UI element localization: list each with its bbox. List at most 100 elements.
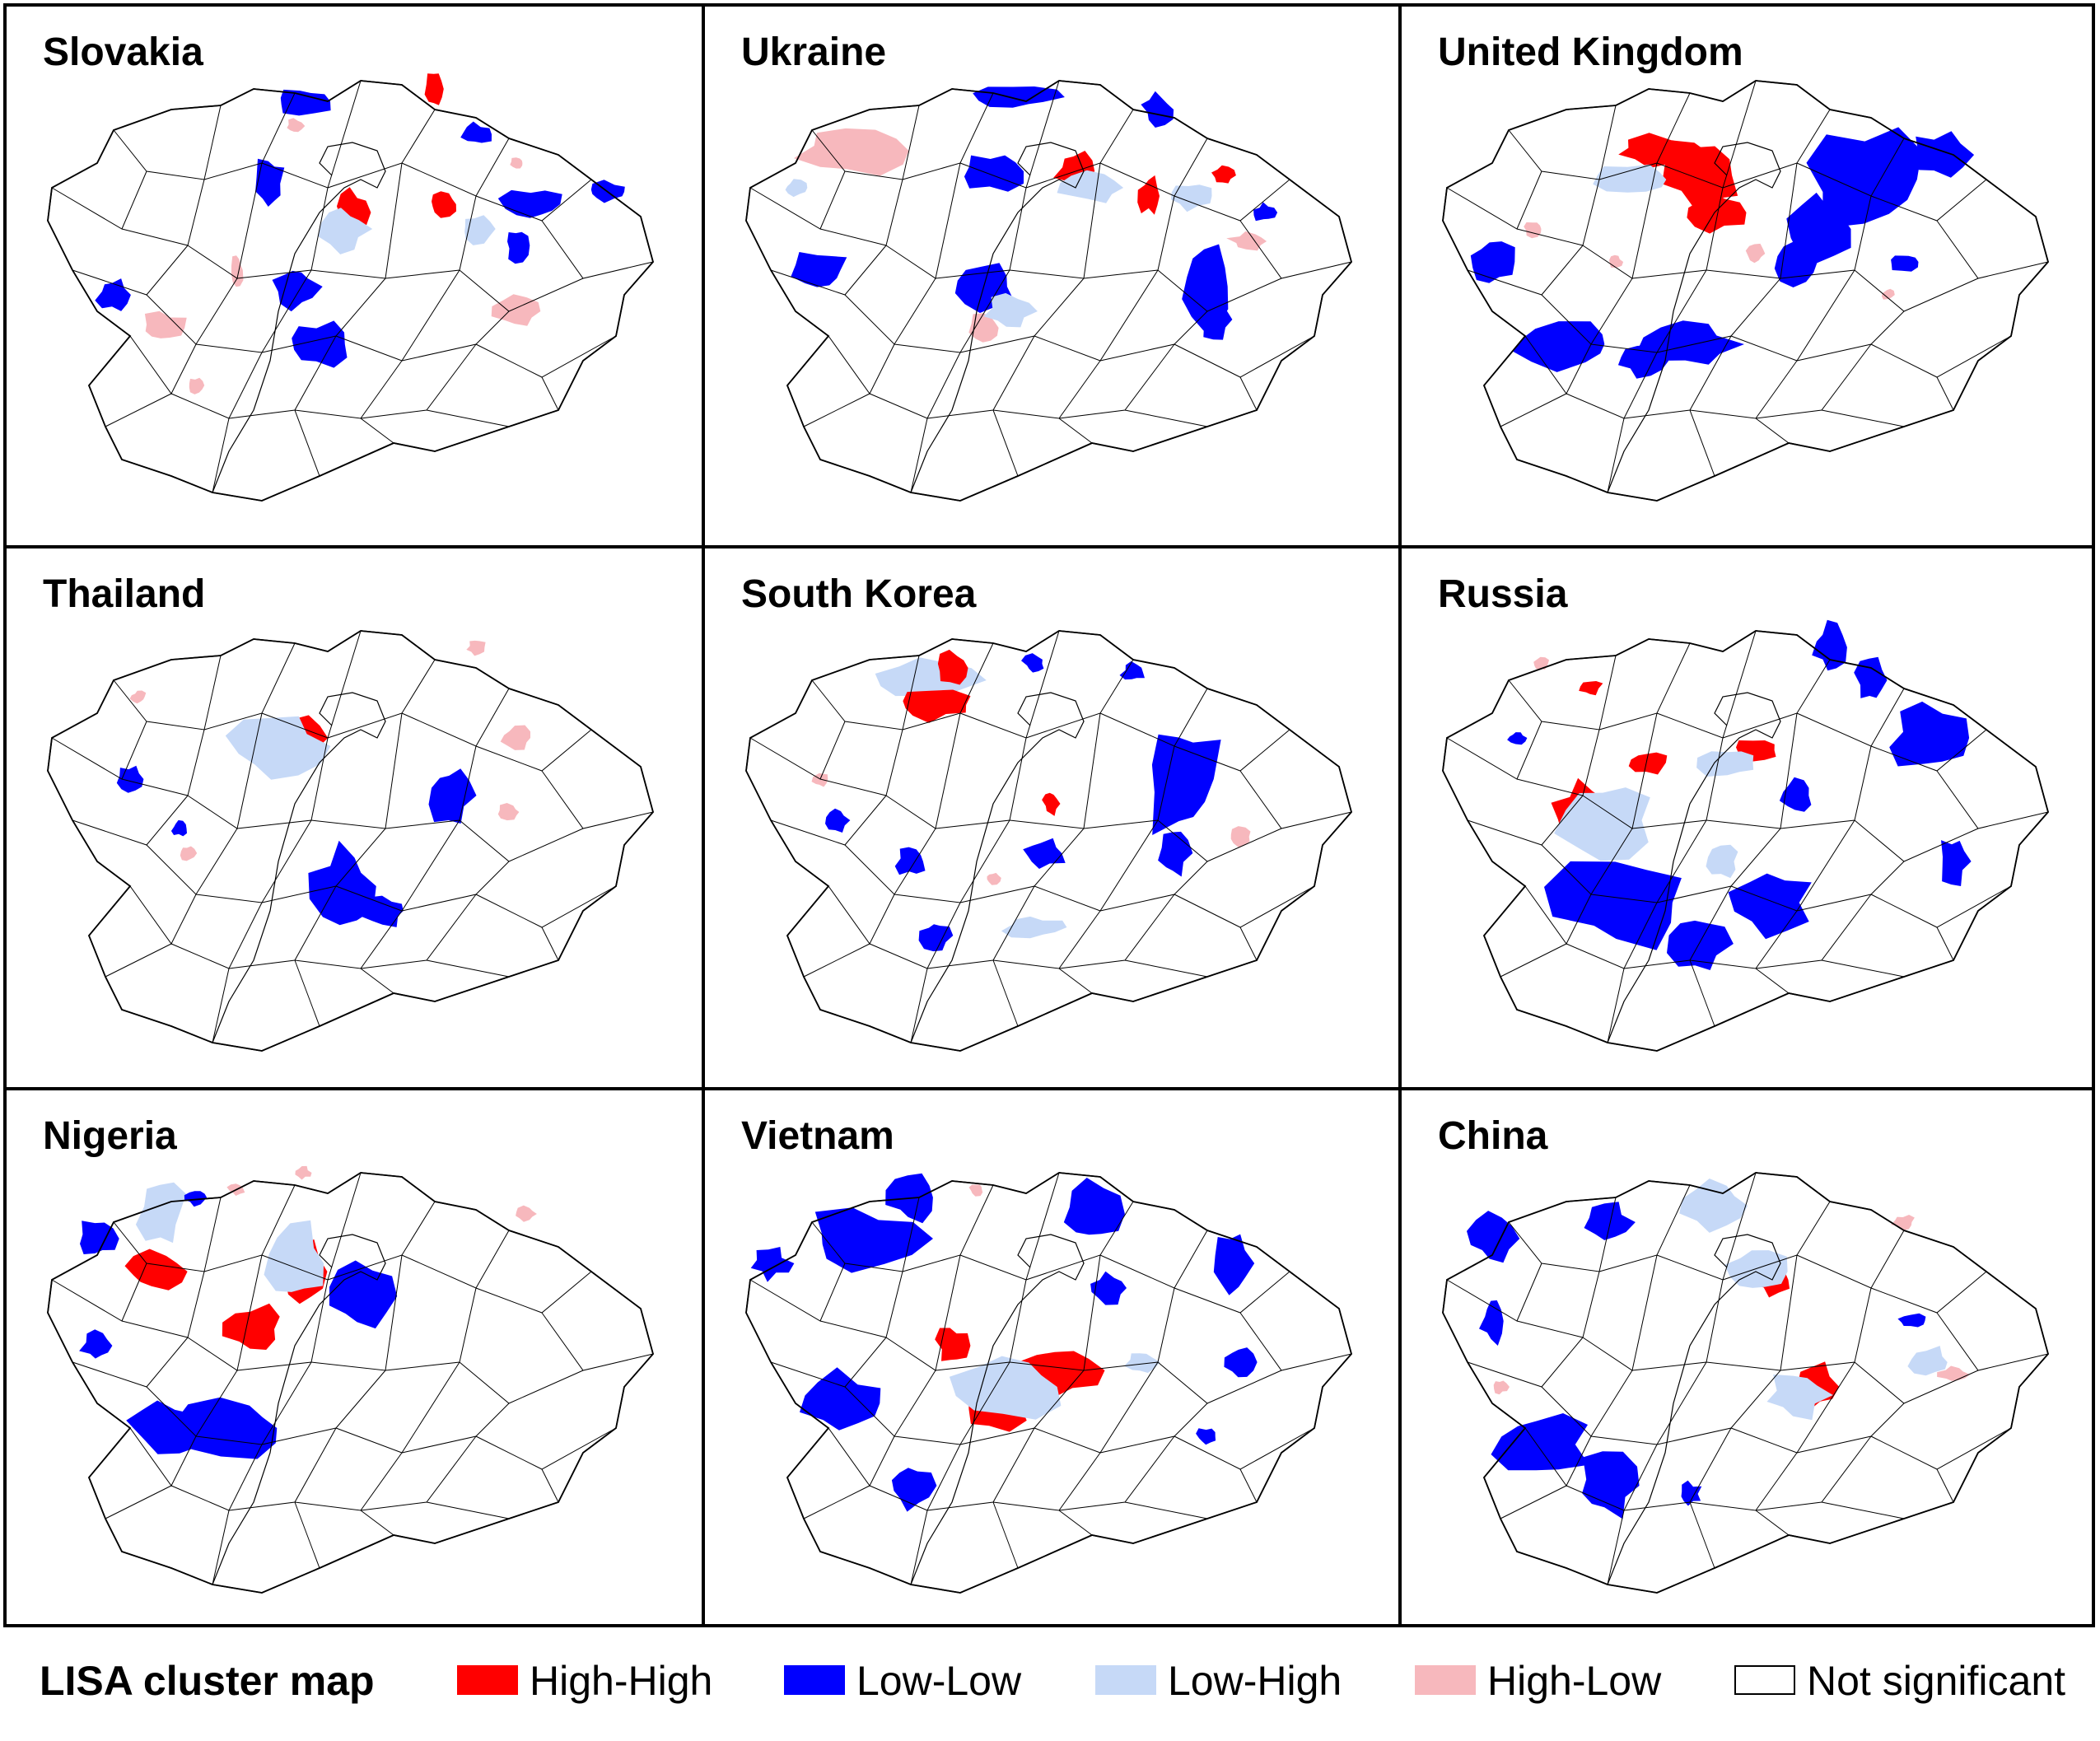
cluster-low-high xyxy=(464,215,496,245)
cluster-low-high xyxy=(225,716,331,780)
district-boundary xyxy=(1124,409,1208,427)
district-boundary xyxy=(803,393,870,427)
legend-label: High-Low xyxy=(1487,1658,1662,1704)
cluster-low-low xyxy=(1779,777,1812,812)
river-line xyxy=(1607,1234,1781,1585)
not-significant-swatch xyxy=(1734,1665,1795,1695)
cluster-low-high xyxy=(317,208,373,254)
cluster-low-low xyxy=(1491,1413,1589,1471)
cluster-high-low xyxy=(1609,254,1624,268)
district-boundary xyxy=(803,1485,870,1519)
cluster-low-high xyxy=(1907,1346,1948,1376)
cluster-low-low xyxy=(1636,320,1744,365)
city-border xyxy=(47,80,654,502)
cluster-high-low xyxy=(189,377,205,394)
cluster-low-low xyxy=(918,924,954,952)
cluster-low-high xyxy=(949,1356,1062,1420)
district-boundary xyxy=(1607,418,1625,493)
cluster-low-low xyxy=(1512,321,1605,372)
cluster-high-low xyxy=(1493,1380,1510,1395)
district-boundary xyxy=(1508,105,1617,180)
district-boundary xyxy=(113,655,222,730)
cluster-low-low xyxy=(460,121,492,143)
cluster-high-high xyxy=(424,73,444,105)
cluster-low-low xyxy=(116,765,144,793)
district-boundary xyxy=(1755,1510,1790,1536)
cluster-low-low xyxy=(272,270,323,312)
district-boundary xyxy=(294,1501,320,1569)
cluster-low-low xyxy=(1507,732,1528,745)
district-boundary xyxy=(992,959,1019,1027)
district-map xyxy=(1442,1172,2049,1594)
district-boundary xyxy=(1058,968,1093,994)
district-boundary xyxy=(105,1485,172,1519)
city-border xyxy=(47,1172,654,1594)
cluster-high-high xyxy=(1137,175,1160,215)
cluster-high-low xyxy=(1745,243,1766,264)
cluster-low-low xyxy=(1470,241,1515,283)
district-boundary xyxy=(1755,968,1790,994)
cluster-low-low xyxy=(497,189,562,218)
district-boundary xyxy=(541,1468,559,1503)
panel-title: Ukraine xyxy=(741,30,887,74)
legend: LISA cluster map High-High Low-Low Low-H… xyxy=(0,1639,2100,1729)
cluster-low-low xyxy=(1667,920,1734,970)
cluster-high-low xyxy=(1891,1215,1915,1231)
district-boundary xyxy=(910,968,928,1043)
district-boundary xyxy=(426,1501,510,1519)
cluster-low-high xyxy=(785,179,808,198)
cluster-high-low xyxy=(1882,288,1895,300)
legend-label: Low-High xyxy=(1168,1658,1342,1704)
cluster-high-high xyxy=(1687,189,1747,234)
panel-russia: Russia xyxy=(1400,547,2093,1089)
city-outline xyxy=(47,1172,654,1594)
district-boundary xyxy=(113,1197,222,1272)
legend-title: LISA cluster map xyxy=(40,1658,375,1704)
district-boundary xyxy=(1607,1510,1625,1585)
panel-title: China xyxy=(1438,1114,1548,1158)
cluster-low-low xyxy=(894,847,926,875)
cluster-high-low xyxy=(497,803,520,821)
district-map xyxy=(745,630,1352,1052)
cluster-low-low xyxy=(1196,1428,1216,1445)
district-boundary xyxy=(1689,959,1715,1027)
cluster-low-low xyxy=(359,895,404,927)
cluster-low-low xyxy=(1467,1211,1520,1263)
district-boundary xyxy=(105,393,172,427)
panel-ukraine: Ukraine xyxy=(703,5,1400,547)
river-line xyxy=(212,142,386,493)
city-outline xyxy=(1442,1172,2049,1594)
district-boundary xyxy=(360,968,394,994)
cluster-low-low xyxy=(1119,660,1145,680)
district-boundary xyxy=(1500,943,1567,978)
cluster-low-low xyxy=(750,1247,795,1282)
high-high-swatch xyxy=(457,1665,518,1695)
district-boundary xyxy=(1508,1197,1617,1272)
panel-thailand: Thailand xyxy=(5,547,703,1089)
district-map xyxy=(745,1172,1352,1594)
cluster-low-high xyxy=(1124,1353,1160,1373)
river-line xyxy=(910,142,1085,493)
cluster-high-high xyxy=(1662,146,1738,207)
river-line xyxy=(910,692,1085,1043)
cluster-low-low xyxy=(1889,701,1970,767)
high-low-swatch xyxy=(1415,1665,1476,1695)
district-boundary xyxy=(992,409,1019,477)
panel-nigeria: Nigeria xyxy=(5,1089,703,1626)
cluster-low-low xyxy=(1681,1480,1702,1506)
city-border xyxy=(745,80,1352,502)
cluster-low-high xyxy=(1001,916,1067,939)
cluster-high-low xyxy=(987,872,1001,885)
cluster-low-high xyxy=(135,1182,187,1244)
cluster-low-low xyxy=(329,1260,398,1329)
district-boundary xyxy=(1821,409,1905,427)
cluster-low-low xyxy=(79,1329,113,1359)
district-map xyxy=(47,1165,654,1594)
cluster-low-low xyxy=(170,819,187,837)
cluster-high-low xyxy=(180,846,198,861)
river-line xyxy=(212,692,386,1043)
district-boundary xyxy=(1755,418,1790,444)
cluster-low-low xyxy=(428,768,477,824)
cluster-low-low xyxy=(1224,1347,1258,1378)
cluster-high-high xyxy=(1628,752,1668,775)
